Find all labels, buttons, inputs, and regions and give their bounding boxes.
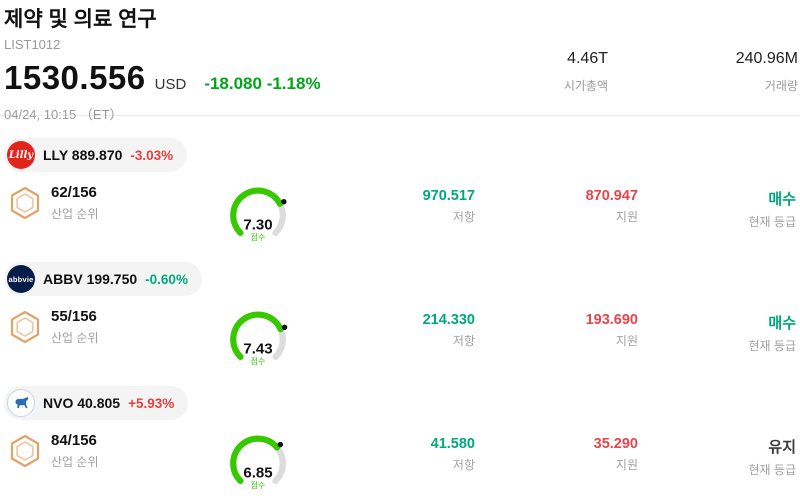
- industry-rank-label: 산업 순위: [51, 455, 99, 469]
- industry-rank-cell: 55/156 산업 순위: [8, 304, 204, 346]
- stock-price: 889.870: [71, 147, 123, 163]
- datetime: 04/24, 10:15 （ET）: [4, 107, 123, 122]
- support-label: 지원: [615, 458, 638, 472]
- resistance-cell: 214.330 저항: [312, 304, 475, 349]
- industry-rank-cell: 62/156 산업 순위: [8, 180, 204, 222]
- stock-change: +5.93%: [128, 395, 175, 411]
- hexagon-badge-icon: [10, 310, 40, 344]
- rating-value: 매수: [768, 315, 796, 332]
- volume-label: 거래량: [764, 79, 798, 93]
- list-id: LIST1012: [4, 37, 61, 52]
- score-gauge-cell: 6.85 점수: [204, 428, 312, 502]
- score-label: 점수: [251, 232, 266, 242]
- lly-logo-text: Lilly: [8, 149, 34, 161]
- industry-rank-cell: 84/156 산업 순위: [8, 428, 204, 470]
- support-label: 지원: [615, 210, 638, 224]
- resistance-label: 저항: [452, 210, 475, 224]
- support-cell: 35.290 지원: [475, 428, 638, 473]
- industry-rank-value: 55/156: [51, 308, 97, 325]
- resistance-cell: 970.517 저항: [312, 180, 475, 225]
- lly-logo: Lilly: [7, 141, 35, 169]
- ticker-pill-nvo[interactable]: NVO 40.805 +5.93%: [4, 386, 189, 420]
- score-gauge-cell: 7.43 점수: [204, 304, 312, 378]
- volume-value: 240.96M: [735, 50, 798, 67]
- rating-value: 매수: [768, 191, 796, 208]
- rating-label: 현재 등급: [748, 339, 797, 353]
- ticker-pill-abbv[interactable]: abbvie ABBV 199.750 -0.60%: [4, 262, 202, 296]
- nvo-logo: [7, 389, 35, 417]
- score-gauge-cell: 7.30 점수: [204, 180, 312, 254]
- score-gauge: 7.43 점수: [230, 311, 288, 366]
- support-value: 35.290: [593, 436, 638, 452]
- stock-symbol-price: ABBV 199.750: [43, 271, 137, 287]
- score-value: 7.30: [243, 217, 272, 234]
- stock-symbol-price: NVO 40.805: [43, 395, 120, 411]
- stock-change: -0.60%: [145, 271, 188, 287]
- rating-value: 유지: [768, 439, 796, 456]
- score-label: 점수: [251, 356, 266, 366]
- stock-block-lly: Lilly LLY 889.870 -3.03% 62/156 산업 순위 7.…: [0, 116, 800, 242]
- score-value: 6.85: [243, 465, 272, 482]
- rating-cell: 매수 현재 등급: [638, 180, 800, 230]
- abbv-logo-text: abbvie: [8, 274, 34, 284]
- stock-symbol: LLY: [43, 147, 68, 163]
- industry-rank-label: 산업 순위: [51, 207, 99, 221]
- hexagon-badge-icon: [10, 434, 40, 468]
- market-cap-stat: 4.46T 시가총액: [564, 50, 608, 94]
- support-value: 870.947: [585, 188, 638, 204]
- stock-symbol-price: LLY 889.870: [43, 147, 122, 163]
- stock-row: 62/156 산업 순위 7.30 점수 970.517 저항 870.947 …: [0, 180, 800, 254]
- currency-label: USD: [154, 76, 187, 93]
- ticker-pill-lly[interactable]: Lilly LLY 889.870 -3.03%: [4, 138, 188, 172]
- market-cap-label: 시가총액: [563, 79, 608, 93]
- resistance-label: 저항: [452, 334, 475, 348]
- resistance-label: 저항: [452, 458, 475, 472]
- support-cell: 870.947 지원: [475, 180, 638, 225]
- score-value: 7.43: [243, 341, 272, 358]
- industry-rank-label: 산업 순위: [51, 331, 99, 345]
- main-price: 1530.556: [4, 59, 146, 96]
- price-line: 1530.556 USD -18.080 -1.18%: [4, 59, 800, 97]
- score-gauge: 7.30 점수: [230, 187, 287, 242]
- volume-stat: 240.96M 거래량: [736, 50, 798, 94]
- score-gauge: 6.85 점수: [230, 435, 286, 490]
- stock-row: 55/156 산업 순위 7.43 점수 214.330 저항 193.690 …: [0, 304, 800, 378]
- abbv-logo: abbvie: [7, 265, 35, 293]
- stock-block-nvo: NVO 40.805 +5.93% 84/156 산업 순위 6.85 점수 4…: [0, 364, 800, 490]
- support-value: 193.690: [585, 312, 638, 328]
- resistance-value: 41.580: [430, 436, 475, 452]
- bull-icon: [14, 396, 28, 408]
- industry-rank-value: 84/156: [51, 432, 97, 449]
- rating-label: 현재 등급: [748, 215, 797, 229]
- industry-rank-value: 62/156: [51, 184, 97, 201]
- page-title: 제약 및 의료 연구: [4, 8, 157, 31]
- stock-change: -3.03%: [130, 147, 174, 163]
- rating-label: 현재 등급: [748, 463, 797, 477]
- hexagon-badge-icon: [10, 186, 40, 220]
- stock-symbol: ABBV: [43, 271, 83, 287]
- main-change: -18.080 -1.18%: [204, 74, 321, 93]
- rating-cell: 유지 현재 등급: [638, 428, 800, 478]
- rating-cell: 매수 현재 등급: [638, 304, 800, 354]
- support-label: 지원: [615, 334, 638, 348]
- market-cap-value: 4.46T: [567, 50, 608, 67]
- resistance-value: 214.330: [422, 312, 475, 328]
- resistance-value: 970.517: [422, 188, 475, 204]
- resistance-cell: 41.580 저항: [312, 428, 475, 473]
- stock-block-abbv: abbvie ABBV 199.750 -0.60% 55/156 산업 순위 …: [0, 240, 800, 366]
- stock-price: 199.750: [86, 271, 138, 287]
- stock-symbol: NVO: [43, 395, 74, 411]
- stock-row: 84/156 산업 순위 6.85 점수 41.580 저항 35.290 지원…: [0, 428, 800, 502]
- score-label: 점수: [251, 480, 266, 490]
- stock-price: 40.805: [77, 395, 121, 411]
- support-cell: 193.690 지원: [475, 304, 638, 349]
- header: 제약 및 의료 연구 LIST1012 1530.556 USD -18.080…: [0, 0, 800, 122]
